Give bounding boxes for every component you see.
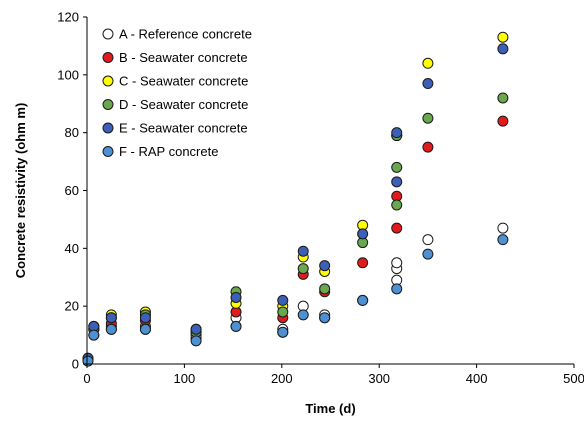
legend-label: B - Seawater concrete: [119, 50, 248, 65]
data-point: [105, 312, 117, 324]
axes: 0 100 200 300 400 500 0 20 40 60 80 100 120: [57, 10, 584, 387]
data-point: [319, 260, 331, 272]
legend-item: B - Seawater concrete: [102, 50, 248, 65]
data-point: [497, 43, 509, 55]
y-tick-label: 60: [65, 183, 79, 198]
series-e: [82, 43, 509, 364]
data-point: [297, 245, 309, 257]
data-point: [391, 161, 403, 173]
legend-marker: [102, 99, 114, 110]
data-point: [277, 294, 289, 306]
x-axis-title: Time (d): [305, 401, 355, 416]
data-point: [497, 234, 509, 246]
data-point: [297, 263, 309, 275]
data-point: [82, 355, 94, 367]
legend-label: D - Seawater concrete: [119, 97, 248, 112]
data-point: [357, 228, 369, 240]
data-points: [82, 31, 509, 367]
data-point: [190, 335, 202, 347]
legend-label: C - Seawater concrete: [119, 74, 248, 89]
data-point: [422, 141, 434, 153]
series-a: [82, 222, 509, 366]
data-point: [105, 323, 117, 335]
data-point: [357, 294, 369, 306]
data-point: [230, 320, 242, 332]
data-point: [357, 257, 369, 269]
y-tick-label: 80: [65, 125, 79, 140]
data-point: [139, 312, 151, 324]
data-point: [88, 329, 100, 341]
legend-marker: [102, 75, 114, 87]
data-point: [391, 283, 403, 295]
data-point: [319, 312, 331, 324]
y-axis-ticks: 0 20 40 60 80 100 120: [57, 10, 87, 372]
data-point: [297, 309, 309, 321]
legend: A - Reference concrete B - Seawater concr…: [102, 27, 252, 159]
y-tick-label: 0: [72, 357, 79, 372]
x-tick-label: 0: [83, 371, 90, 386]
data-point: [422, 234, 434, 246]
y-tick-label: 20: [65, 299, 79, 314]
x-tick-label: 500: [563, 371, 584, 386]
legend-marker: [102, 52, 114, 63]
legend-label: A - Reference concrete: [119, 27, 252, 42]
x-tick-label: 400: [466, 371, 488, 386]
legend-label: F - RAP concrete: [119, 144, 218, 159]
data-point: [422, 57, 434, 69]
data-point: [497, 31, 509, 43]
legend-item: D - Seawater concrete: [102, 97, 248, 112]
data-point: [391, 176, 403, 188]
data-point: [391, 199, 403, 211]
legend-item: F - RAP concrete: [102, 144, 218, 159]
x-axis-ticks: 0 100 200 300 400 500: [83, 364, 584, 386]
data-point: [422, 112, 434, 124]
x-tick-label: 100: [174, 371, 196, 386]
data-point: [497, 115, 509, 127]
legend-marker: [102, 28, 114, 40]
y-tick-label: 120: [57, 10, 79, 25]
data-point: [422, 248, 434, 260]
data-point: [230, 291, 242, 303]
data-point: [391, 257, 403, 269]
data-point: [277, 306, 289, 318]
data-point: [319, 283, 331, 295]
data-point: [391, 127, 403, 139]
data-point: [391, 222, 403, 234]
y-tick-label: 100: [57, 67, 79, 82]
data-point: [497, 222, 509, 234]
legend-marker: [102, 122, 114, 134]
data-point: [497, 92, 509, 104]
series-f: [82, 234, 509, 367]
legend-item: C - Seawater concrete: [102, 74, 248, 89]
legend-marker: [102, 146, 114, 157]
data-point: [190, 323, 202, 335]
x-tick-label: 300: [368, 371, 390, 386]
y-tick-label: 40: [65, 241, 79, 256]
data-point: [422, 78, 434, 90]
legend-item: E - Seawater concrete: [102, 121, 248, 136]
legend-label: E - Seawater concrete: [119, 121, 248, 136]
data-point: [139, 323, 151, 335]
legend-item: A - Reference concrete: [102, 27, 252, 42]
y-axis-title: Concrete resistivity (ohm m): [13, 103, 28, 279]
x-tick-label: 200: [271, 371, 293, 386]
data-point: [277, 326, 289, 338]
